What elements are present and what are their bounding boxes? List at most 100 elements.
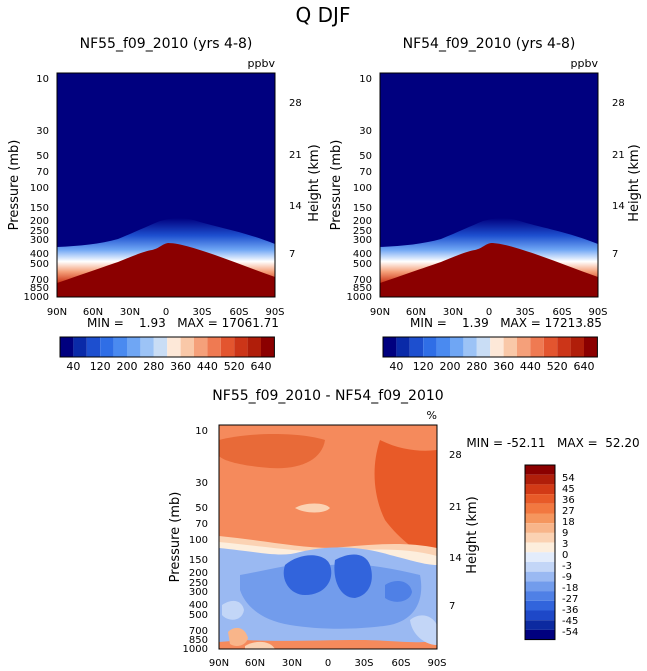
panel-3-frame: [218, 424, 438, 650]
panel-1-frame: [56, 72, 276, 298]
x-tick-label: 90S: [588, 307, 607, 318]
colorbar-cell: [113, 337, 127, 357]
colorbar-label: 36: [562, 495, 575, 506]
panel-3-positive-corner-2: [245, 641, 275, 649]
y-tick-label: 700: [30, 275, 49, 286]
colorbar-label: 3: [562, 539, 568, 550]
y-tick-label: 400: [353, 249, 372, 260]
y-tick-label: 400: [30, 249, 49, 260]
colorbar-cell: [207, 337, 221, 357]
panel-1-y-label: Pressure (mb): [7, 140, 22, 231]
panel-3-light-pocket: [295, 503, 330, 513]
panel-2-high-values: [380, 243, 598, 297]
panel-3-field: [219, 425, 437, 649]
x-tick-label: 90N: [209, 658, 229, 669]
colorbar-label: 27: [562, 506, 575, 517]
colorbar-cell: [525, 571, 555, 582]
colorbar-label: 200: [440, 360, 461, 373]
panel-3: NF55_f09_2010 - NF54_f09_2010 % 10 30 50…: [168, 388, 640, 669]
colorbar-label: -3: [562, 561, 572, 572]
x-tick-label: 30S: [515, 307, 534, 318]
panel-2-units: ppbv: [571, 57, 599, 70]
colorbar-label: 280: [143, 360, 164, 373]
y-tick-label: 200: [189, 568, 208, 579]
colorbar-cell: [167, 337, 181, 357]
colorbar-cell: [525, 513, 555, 524]
height-tick-label: 21: [449, 502, 462, 513]
panel-3-height-ticks: 28 21 14 7: [449, 450, 462, 612]
panel-2-y-ticks: 10 30 50 70 100 150 200 250 300 400 500 …: [347, 74, 372, 303]
colorbar-cell: [525, 542, 555, 553]
colorbar-cell: [525, 484, 555, 495]
figure-title: Q DJF: [296, 3, 351, 27]
x-tick-label: 30N: [120, 307, 140, 318]
colorbar-label: 120: [413, 360, 434, 373]
x-tick-label: 90S: [427, 658, 446, 669]
colorbar-label: 120: [90, 360, 111, 373]
panel-1: NF55_f09_2010 (yrs 4-8) ppbv 10 30 50 70…: [7, 36, 322, 373]
y-tick-label: 300: [189, 587, 208, 598]
y-tick-label: 70: [195, 519, 208, 530]
colorbar-label: -45: [562, 616, 578, 627]
panel-1-stats: MIN = 1.93 MAX = 17061.71: [87, 316, 279, 330]
height-tick-label: 14: [612, 201, 625, 212]
colorbar-label: 200: [117, 360, 138, 373]
y-tick-label: 100: [189, 535, 208, 546]
panel-2-title: NF54_f09_2010 (yrs 4-8): [403, 36, 576, 52]
y-tick-label: 250: [189, 578, 208, 589]
height-tick-label: 21: [612, 150, 625, 161]
colorbar-cell: [525, 523, 555, 533]
colorbar-cell: [127, 337, 141, 357]
height-tick-label: 7: [449, 601, 455, 612]
height-tick-label: 21: [289, 150, 302, 161]
colorbar-label: 640: [574, 360, 595, 373]
colorbar-label: 40: [389, 360, 403, 373]
panel-2-y-label: Pressure (mb): [329, 140, 344, 231]
colorbar-cell: [396, 337, 410, 357]
colorbar-cell: [503, 337, 517, 357]
panel-3-positive-patch: [219, 434, 325, 469]
y-tick-label: 1000: [24, 292, 49, 303]
panel-3-light-blue-patch-1: [222, 600, 244, 620]
panel-3-stats: MIN = -52.11 MAX = 52.20: [466, 436, 639, 450]
height-tick-label: 28: [449, 450, 462, 461]
colorbar-label: 0: [562, 550, 568, 561]
y-tick-label: 30: [195, 478, 208, 489]
x-tick-label: 30N: [282, 658, 302, 669]
colorbar-cell: [525, 503, 555, 514]
colorbar-label: 40: [66, 360, 80, 373]
y-tick-label: 100: [30, 183, 49, 194]
panel-3-units: %: [427, 409, 437, 422]
colorbar-cell: [247, 337, 261, 357]
colorbar-cell: [100, 337, 114, 357]
panel-2-field: [380, 73, 598, 297]
panel-2: NF54_f09_2010 (yrs 4-8) ppbv 10 30 50 70…: [329, 36, 642, 373]
x-tick-label: 30N: [443, 307, 463, 318]
y-tick-label: 10: [359, 74, 372, 85]
colorbar-cell: [543, 337, 558, 357]
colorbar-cell: [220, 337, 235, 357]
x-tick-label: 60N: [245, 658, 265, 669]
colorbar-cell: [525, 465, 555, 475]
y-tick-label: 150: [189, 555, 208, 566]
colorbar-cell: [490, 337, 504, 357]
colorbar-cell: [517, 337, 531, 357]
colorbar-frame: [524, 464, 556, 641]
panel-2-colorbar: 40 120 200 280 360 440 520 640: [382, 336, 598, 373]
colorbar-cell: [584, 337, 598, 357]
x-tick-label: 60S: [229, 307, 248, 318]
y-tick-label: 30: [359, 126, 372, 137]
y-tick-label: 400: [189, 600, 208, 611]
colorbar-cell: [525, 581, 555, 592]
panel-2-stats: MIN = 1.39 MAX = 17213.85: [410, 316, 602, 330]
colorbar-label: 360: [170, 360, 191, 373]
y-tick-label: 70: [36, 167, 49, 178]
y-tick-label: 50: [36, 151, 49, 162]
y-tick-label: 850: [353, 283, 372, 294]
panel-1-height-ticks: 28 21 14 7: [289, 98, 302, 260]
colorbar-label: 360: [493, 360, 514, 373]
colorbar-cell: [525, 494, 555, 504]
colorbar-cell: [557, 337, 571, 357]
panel-1-title: NF55_f09_2010 (yrs 4-8): [80, 36, 253, 52]
colorbar-label: 440: [520, 360, 541, 373]
